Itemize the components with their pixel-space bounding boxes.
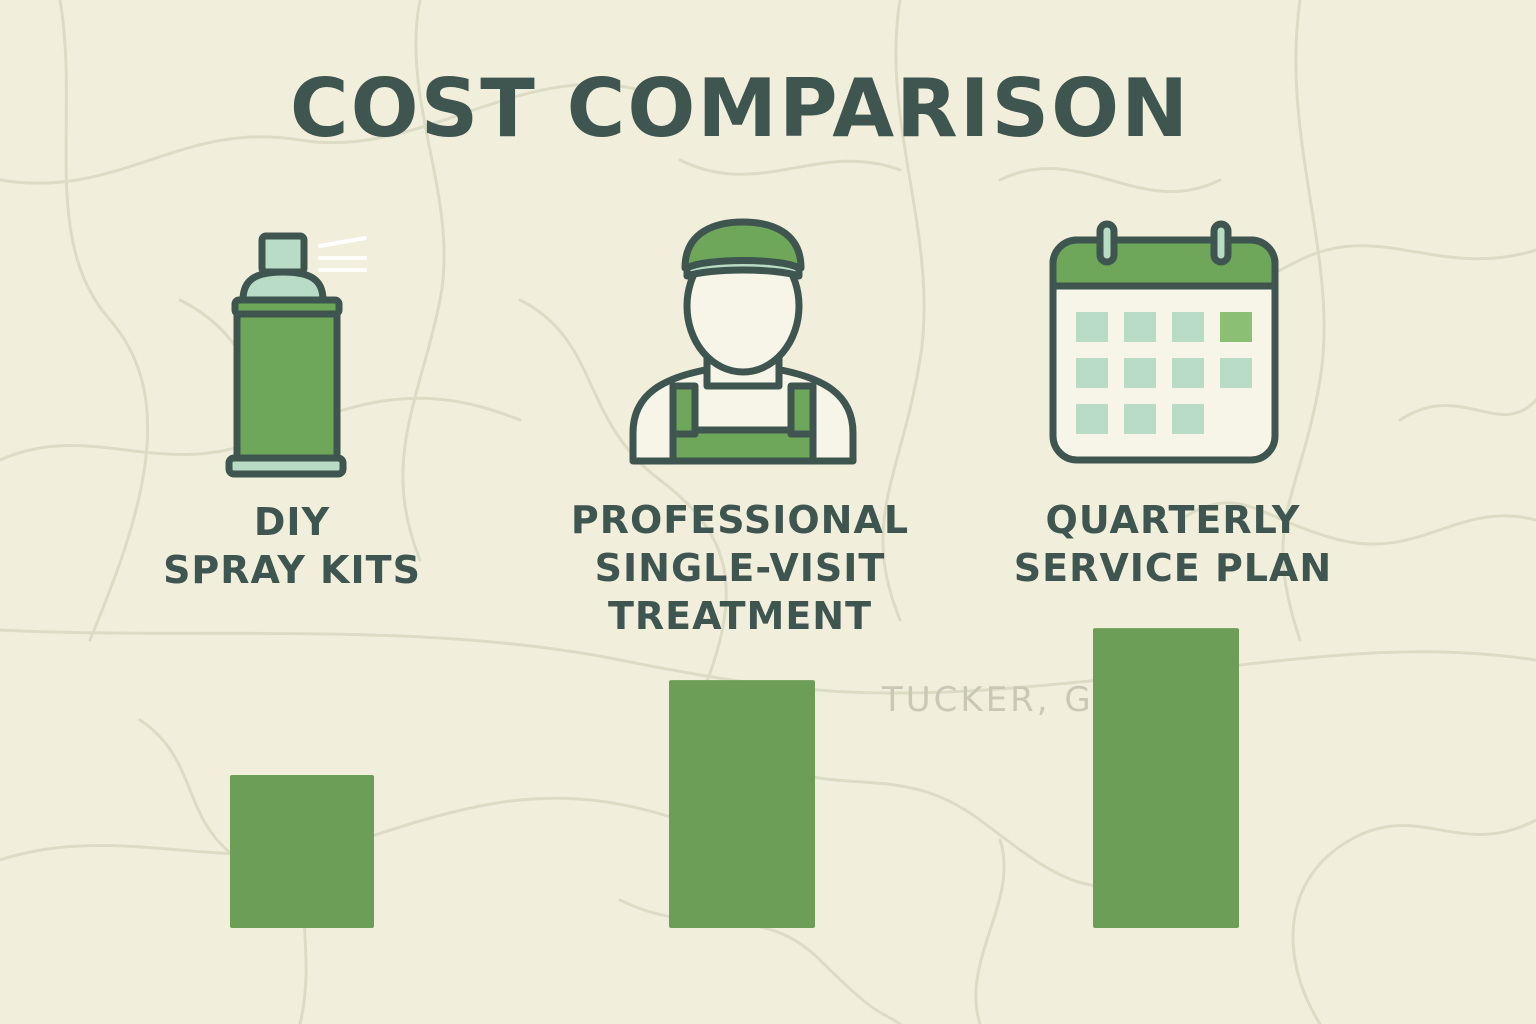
technician-icon <box>629 218 857 465</box>
category-label-diy: DIY SPRAY KITS <box>152 498 432 594</box>
bar-2 <box>669 680 815 928</box>
category-label-line: SINGLE-VISIT <box>594 546 886 590</box>
chart-title: COST COMPARISON <box>289 62 1191 155</box>
category-label-line: SERVICE PLAN <box>1013 546 1333 590</box>
category-label-line: TREATMENT <box>607 594 872 638</box>
category-label-line: QUARTERLY <box>1045 498 1301 542</box>
bar-3 <box>1093 628 1239 928</box>
location-watermark: TUCKER, GA <box>882 680 1121 720</box>
category-label-line: PROFESSIONAL <box>570 498 910 542</box>
category-label-line: SPRAY KITS <box>163 548 421 592</box>
category-label-quarterly: QUARTERLY SERVICE PLAN <box>1010 496 1336 592</box>
category-label-line: DIY <box>253 500 331 544</box>
spray-can-icon <box>225 232 367 478</box>
category-label-professional: PROFESSIONAL SINGLE-VISIT TREATMENT <box>560 496 920 640</box>
bar-1 <box>230 775 374 928</box>
calendar-icon <box>1049 220 1279 464</box>
